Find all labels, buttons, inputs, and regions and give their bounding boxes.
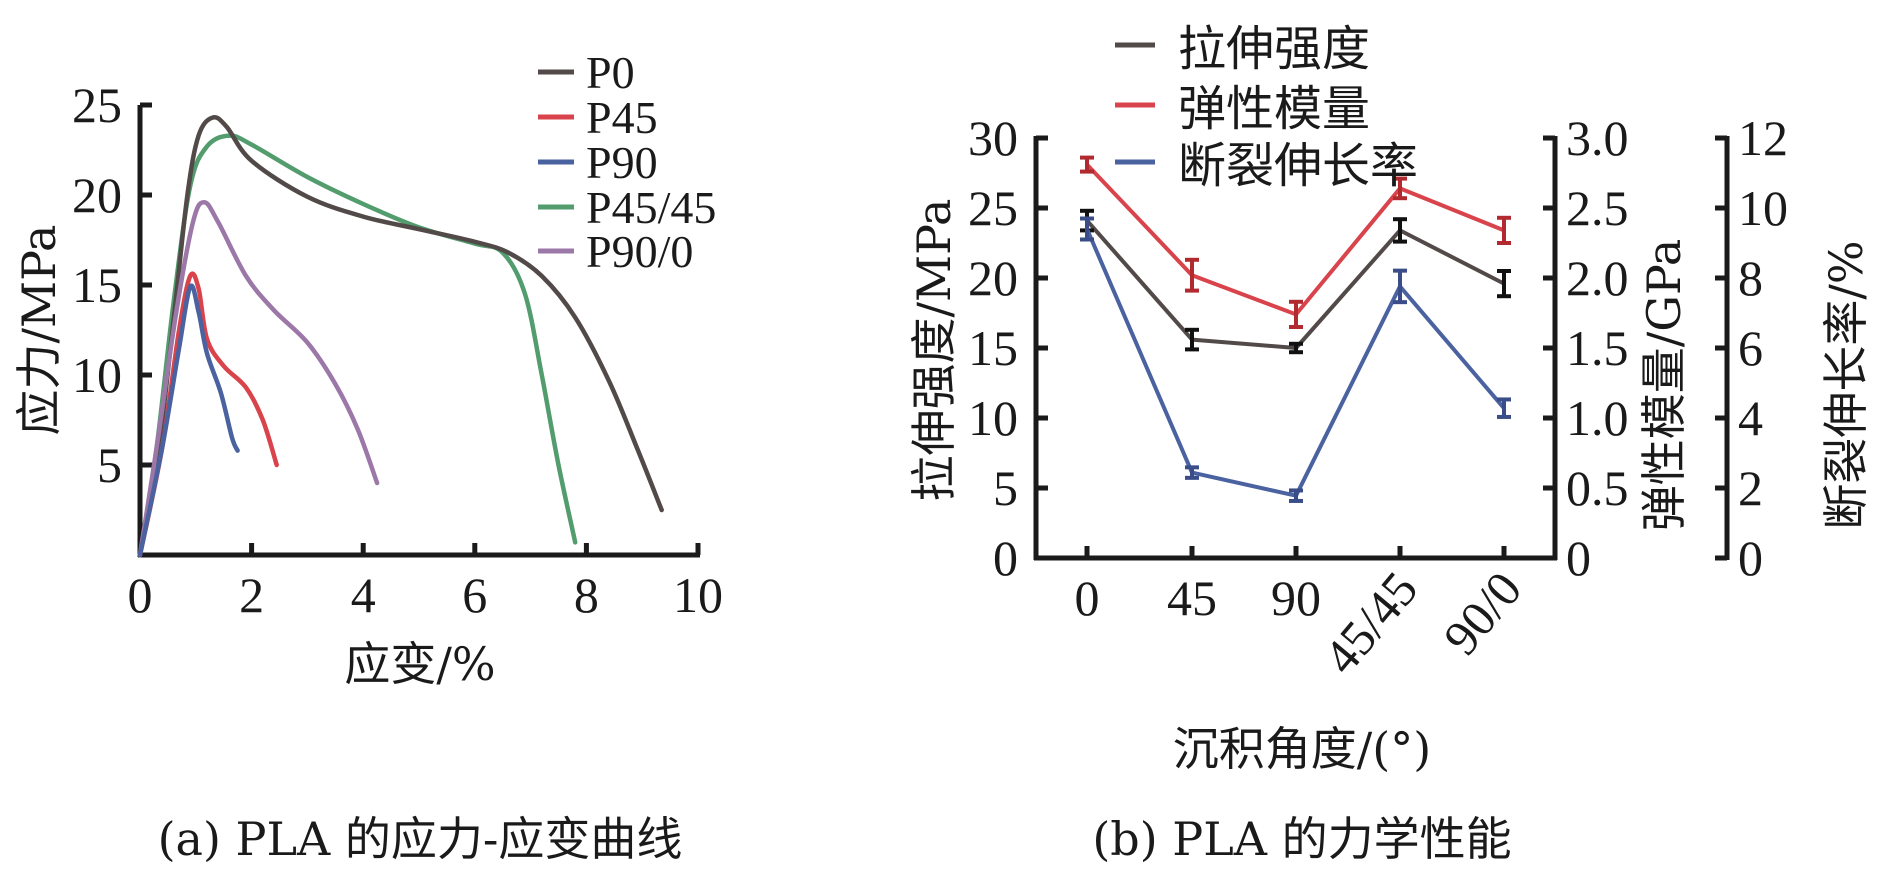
y-tick-label-a: 15 (72, 257, 122, 313)
legend-item-b: 断裂伸长率 (1115, 138, 1418, 194)
data-point (1185, 257, 1199, 293)
data-point (1497, 269, 1511, 299)
x-tick-label-b: 45/45 (1312, 561, 1428, 684)
data-point (1497, 215, 1511, 245)
y-axis-title-left-b: 拉伸强度/MPa (907, 199, 961, 502)
y-tick-label-outer-b: 6 (1738, 320, 1763, 376)
data-point (1289, 488, 1303, 503)
curve-p90 (137, 283, 240, 558)
y-tick-label-a: 25 (72, 77, 122, 133)
legend-item-p0: P0 (538, 47, 635, 98)
curve-p0 (137, 115, 664, 558)
legend-label-p0: P0 (586, 47, 635, 98)
y-tick-label-a: 20 (72, 167, 122, 223)
y-tick-label-outer-b: 8 (1738, 250, 1763, 306)
x-axis-title-b: 沉积角度/(°) (1173, 722, 1431, 776)
legend-item-p45-45: P45/45 (538, 182, 716, 233)
data-point (1080, 216, 1094, 242)
data-point (1393, 217, 1407, 244)
y-axis-title-a: 应力/MPa (12, 225, 66, 436)
data-point (1080, 155, 1094, 174)
data-point (1185, 327, 1199, 352)
legend-label-b: 断裂伸长率 (1178, 138, 1418, 194)
y-tick-label-left-b: 5 (993, 460, 1018, 516)
x-tick-label-a: 6 (462, 567, 487, 623)
curve-p90-0 (137, 199, 380, 558)
y-tick-label-a: 10 (72, 347, 122, 403)
x-tick-label-a: 4 (351, 567, 376, 623)
y-tick-label-outer-b: 2 (1738, 460, 1763, 516)
legend-item-b: 拉伸强度 (1115, 21, 1370, 77)
y-tick-label-left-b: 0 (993, 530, 1018, 586)
x-tick-label-b: 90 (1271, 570, 1321, 626)
legend-label-p90-0: P90/0 (586, 226, 693, 277)
y-tick-label-right-b: 1.5 (1566, 320, 1629, 376)
legend-label-p45: P45 (586, 92, 658, 143)
data-point (1289, 299, 1303, 329)
legend-label-p45-45: P45/45 (586, 182, 716, 233)
data-point (1185, 465, 1199, 480)
series-elastic-modulus (1080, 155, 1511, 329)
y-tick-label-a: 5 (97, 437, 122, 493)
x-tick-label-a: 2 (239, 567, 264, 623)
y-tick-label-outer-b: 12 (1738, 110, 1788, 166)
caption-a: (a) PLA 的应力-应变曲线 (158, 812, 683, 866)
y-tick-label-right-b: 0.5 (1566, 460, 1629, 516)
caption-b: (b) PLA 的力学性能 (1092, 812, 1511, 866)
data-point (1289, 341, 1303, 355)
x-tick-label-a: 0 (128, 567, 153, 623)
y-tick-label-outer-b: 10 (1738, 180, 1788, 236)
y-tick-label-left-b: 25 (968, 180, 1018, 236)
x-tick-label-b: 90/0 (1432, 561, 1532, 665)
x-tick-label-b: 0 (1075, 570, 1100, 626)
legend-label-p90: P90 (586, 137, 658, 188)
x-axis-title-a: 应变/% (344, 637, 495, 691)
mechanical-properties-chart: 0 5 10 15 20 25 30 0 0.5 1.0 1.5 2.0 2.5 3.0 0 2 4 6 8 10 12… (907, 21, 1873, 866)
series-elongation (1080, 216, 1511, 503)
y-tick-label-outer-b: 4 (1738, 390, 1763, 446)
legend-item-p90: P90 (538, 137, 658, 188)
y-tick-label-right-b: 2.0 (1566, 250, 1629, 306)
legend-item-p45: P45 (538, 92, 658, 143)
x-tick-label-b: 45 (1167, 570, 1217, 626)
series-line (1085, 228, 1506, 498)
y-tick-label-left-b: 20 (968, 250, 1018, 306)
y-tick-label-outer-b: 0 (1738, 530, 1763, 586)
y-tick-label-left-b: 30 (968, 110, 1018, 166)
y-tick-label-right-b: 0 (1566, 530, 1591, 586)
y-tick-label-right-b: 3.0 (1566, 110, 1629, 166)
data-point (1393, 268, 1407, 305)
x-tick-label-a: 10 (673, 567, 723, 623)
y-tick-label-left-b: 15 (968, 320, 1018, 376)
series-tensile-strength (1080, 208, 1511, 355)
data-point (1497, 397, 1511, 419)
y-axis-title-right-b: 弹性模量/GPa (1637, 239, 1691, 532)
legend-item-b: 弹性模量 (1115, 81, 1370, 137)
legend-label-b: 拉伸强度 (1178, 21, 1370, 77)
y-tick-label-left-b: 10 (968, 390, 1018, 446)
y-tick-label-right-b: 2.5 (1566, 180, 1629, 236)
legend-item-p90-0: P90/0 (538, 226, 693, 277)
x-tick-label-a: 8 (574, 567, 599, 623)
y-tick-label-right-b: 1.0 (1566, 390, 1629, 446)
y-axis-title-outer-b: 断裂伸长率/% (1819, 240, 1873, 529)
legend-label-b: 弹性模量 (1178, 81, 1370, 137)
data-point (1393, 176, 1407, 201)
